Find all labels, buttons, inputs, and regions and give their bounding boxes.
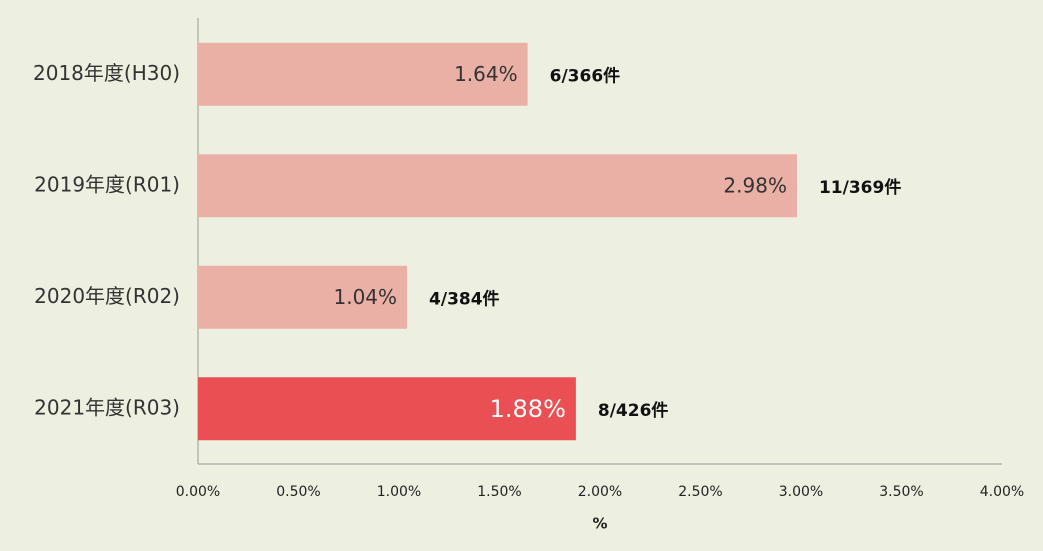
annotation: 4/384件 bbox=[429, 288, 500, 309]
x-tick-label: 2.50% bbox=[678, 484, 722, 500]
value-label: 1.64% bbox=[454, 62, 518, 86]
y-tick-label: 2021年度(R03) bbox=[34, 395, 180, 419]
y-tick-label: 2019年度(R01) bbox=[34, 172, 180, 196]
bar bbox=[198, 265, 408, 329]
annotation: 6/366件 bbox=[550, 65, 621, 86]
x-tick-label: 0.00% bbox=[176, 484, 220, 500]
x-tick-label: 4.00% bbox=[980, 484, 1024, 500]
value-label: 2.98% bbox=[723, 173, 787, 197]
value-label: 1.04% bbox=[333, 285, 397, 309]
y-tick-label: 2020年度(R02) bbox=[34, 284, 180, 308]
value-label: 1.88% bbox=[490, 395, 566, 423]
x-tick-label: 1.50% bbox=[477, 484, 521, 500]
annotation: 8/426件 bbox=[598, 400, 669, 421]
x-tick-label: 1.00% bbox=[377, 484, 421, 500]
bar bbox=[198, 154, 797, 218]
y-tick-label: 2018年度(H30) bbox=[33, 61, 180, 85]
bar bbox=[198, 377, 576, 441]
x-tick-label: 2.00% bbox=[578, 484, 622, 500]
x-axis-title: % bbox=[592, 515, 607, 533]
bar bbox=[198, 42, 528, 106]
x-tick-label: 3.00% bbox=[779, 484, 823, 500]
x-tick-label: 3.50% bbox=[879, 484, 923, 500]
annotation: 11/369件 bbox=[819, 177, 901, 198]
x-tick-label: 0.50% bbox=[276, 484, 320, 500]
